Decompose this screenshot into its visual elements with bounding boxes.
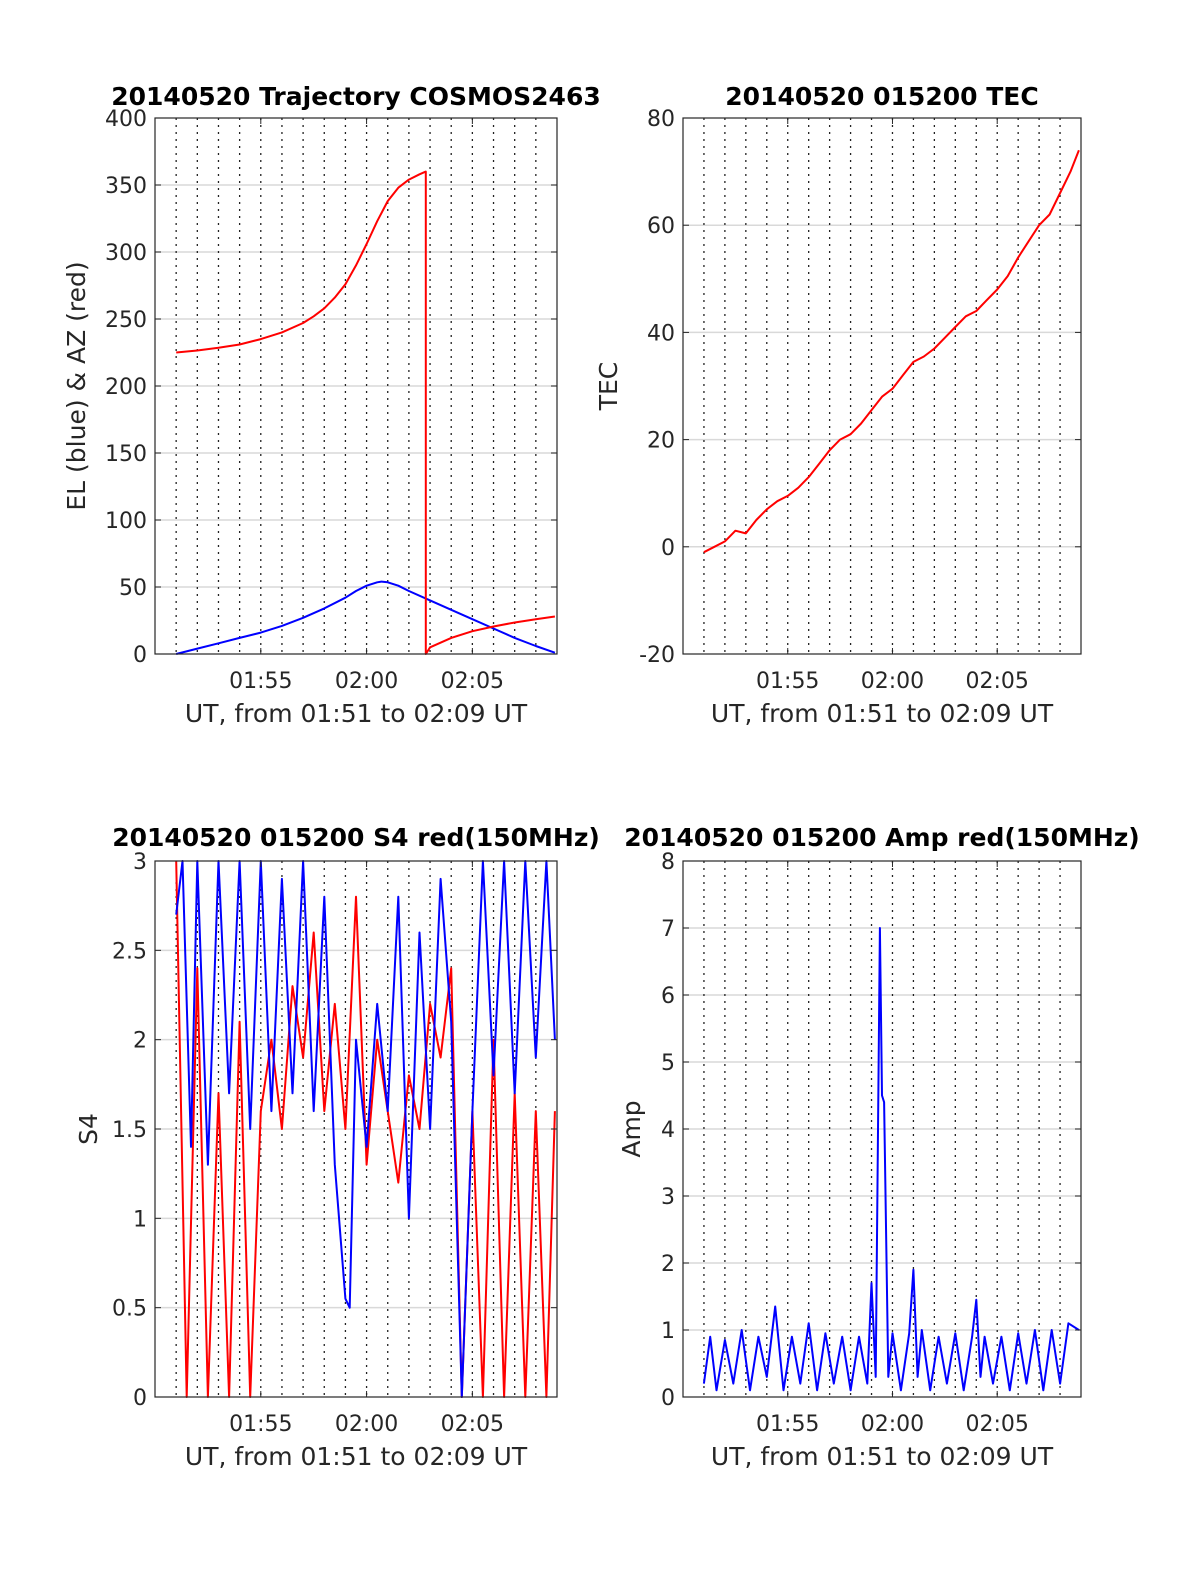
y-tick-label: 0 <box>133 1386 147 1411</box>
series-line-tec <box>703 149 1080 554</box>
x-tick-label: 01:55 <box>756 669 819 694</box>
series-line-blue <box>175 860 556 1398</box>
y-tick-label: 3 <box>661 1185 675 1210</box>
y-tick-label: 0 <box>661 1386 675 1411</box>
panel-amp: 20140520 015200 Amp red(150MHz) 0 1 2 3 4 5 6 7… <box>617 823 1140 1471</box>
y-tick-label: 4 <box>661 1118 675 1143</box>
y-tick-label: 80 <box>647 107 675 132</box>
x-axis-label: UT, from 01:51 to 02:09 UT <box>185 699 528 728</box>
x-axis-label: UT, from 01:51 to 02:09 UT <box>711 1442 1054 1471</box>
plot-area-frame <box>682 117 1082 655</box>
x-axis-label: UT, from 01:51 to 02:09 UT <box>711 699 1054 728</box>
series-line-red <box>175 860 556 1398</box>
y-axis-ticks: 0 0.5 1 1.5 2 2.5 3 <box>112 850 557 1411</box>
series-lines <box>703 149 1080 554</box>
x-axis-ticks: 01:55 02:00 02:05 <box>756 861 1029 1437</box>
y-tick-label: -20 <box>639 643 675 668</box>
y-tick-label: 0 <box>133 643 147 668</box>
y-axis-label: EL (blue) & AZ (red) <box>62 261 91 510</box>
panel-s4: 20140520 015200 S4 red(150MHz) 0 0.5 1 1.5 2… <box>74 823 600 1471</box>
series-lines <box>175 860 556 1398</box>
y-axis-label: S4 <box>74 1113 103 1145</box>
y-tick-label: 350 <box>105 174 147 199</box>
chart-title: 20140520 015200 S4 red(150MHz) <box>112 823 600 852</box>
y-tick-label: 200 <box>105 375 147 400</box>
y-tick-label: 40 <box>647 321 675 346</box>
y-tick-label: 0.5 <box>112 1297 147 1322</box>
x-tick-label: 02:05 <box>441 1412 504 1437</box>
y-tick-label: 6 <box>661 984 675 1009</box>
y-tick-label: 1 <box>133 1207 147 1232</box>
y-tick-label: 50 <box>119 576 147 601</box>
y-tick-label: 150 <box>105 442 147 467</box>
y-tick-label: 2 <box>661 1252 675 1277</box>
y-axis-ticks: 0 1 2 3 4 5 6 7 8 <box>661 850 1081 1411</box>
x-tick-label: 02:00 <box>335 1412 398 1437</box>
series-lines <box>175 170 556 655</box>
series-line-el <box>175 580 556 655</box>
y-tick-label: 400 <box>105 107 147 132</box>
y-axis-ticks: -20 0 20 40 60 80 <box>639 107 1081 668</box>
chart-title: 20140520 Trajectory COSMOS2463 <box>111 82 601 111</box>
y-tick-label: 2.5 <box>112 939 147 964</box>
series-line-az <box>176 170 556 655</box>
y-tick-label: 1.5 <box>112 1118 147 1143</box>
y-tick-label: 5 <box>661 1051 675 1076</box>
chart-title: 20140520 015200 Amp red(150MHz) <box>624 823 1140 852</box>
y-tick-label: 0 <box>661 536 675 561</box>
x-tick-label: 01:55 <box>229 1412 292 1437</box>
panel-tec: 20140520 015200 TEC -20 0 20 40 60 80 01:55 02… <box>594 82 1082 728</box>
y-tick-label: 8 <box>661 850 675 875</box>
panel-trajectory: 20140520 Trajectory COSMOS2463 0 50 100 150… <box>62 82 601 728</box>
grid-lines <box>683 861 1081 1397</box>
y-tick-label: 2 <box>133 1029 147 1054</box>
x-axis-ticks: 01:55 02:00 02:05 <box>229 861 504 1437</box>
x-tick-label: 01:55 <box>756 1412 819 1437</box>
x-axis-ticks: 01:55 02:00 02:05 <box>756 118 1029 694</box>
x-tick-label: 01:55 <box>229 669 292 694</box>
y-tick-label: 7 <box>661 917 675 942</box>
grid-lines <box>683 118 1081 654</box>
y-tick-label: 3 <box>133 850 147 875</box>
x-axis-label: UT, from 01:51 to 02:09 UT <box>185 1442 528 1471</box>
x-tick-label: 02:00 <box>335 669 398 694</box>
y-tick-label: 250 <box>105 308 147 333</box>
y-axis-label: Amp <box>617 1100 646 1157</box>
x-tick-label: 02:05 <box>966 1412 1029 1437</box>
grid-lines <box>155 118 557 654</box>
x-axis-ticks: 01:55 02:00 02:05 <box>229 118 504 694</box>
y-axis-label: TEC <box>594 362 623 412</box>
y-tick-label: 20 <box>647 429 675 454</box>
x-tick-label: 02:05 <box>966 669 1029 694</box>
y-tick-label: 1 <box>661 1319 675 1344</box>
x-tick-label: 02:00 <box>861 1412 924 1437</box>
y-axis-ticks: 0 50 100 150 200 250 300 350 400 <box>105 107 557 668</box>
y-tick-label: 300 <box>105 241 147 266</box>
series-lines <box>702 927 1080 1392</box>
y-tick-label: 100 <box>105 509 147 534</box>
chart-title: 20140520 015200 TEC <box>725 82 1038 111</box>
y-tick-label: 60 <box>647 214 675 239</box>
x-tick-label: 02:05 <box>441 669 504 694</box>
x-tick-label: 02:00 <box>861 669 924 694</box>
series-line-amp <box>702 927 1080 1392</box>
